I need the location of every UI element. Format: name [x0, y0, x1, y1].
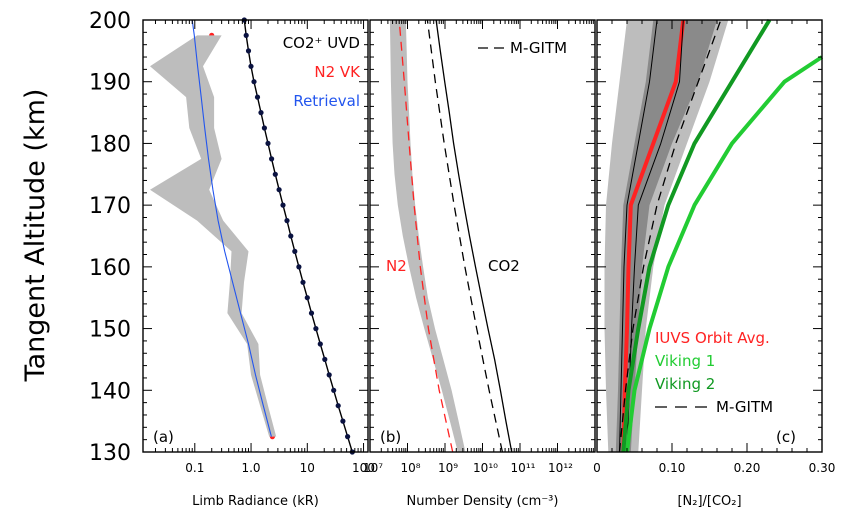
data-point-a-0-6 [322, 356, 328, 362]
panel-label-a: (a) [153, 428, 174, 446]
panel-b-density: 10⁷ 10⁸ 10⁹ 10¹⁰ 10¹¹ 10¹² Number Density (cm⁻… [363, 19, 596, 509]
series-line-c-2 [621, 19, 686, 453]
data-point-a-0-14 [288, 233, 294, 239]
series-line-b-2 [398, 19, 454, 453]
y-axis-label: Tangent Altitude (km) [20, 89, 51, 383]
series-band-b-1 [389, 20, 466, 452]
y-tick-label-150: 150 [89, 318, 131, 343]
y-tick-label-190: 190 [89, 71, 131, 96]
data-point-a-0-25 [248, 63, 254, 69]
data-point-a-0-4 [331, 387, 337, 393]
series-line-c-6 [621, 18, 772, 453]
y-tick-labels: 130 140 150 160 170 180 190 200 [89, 9, 131, 466]
panel-label-b: (b) [380, 428, 401, 446]
x-tick-label-b-3: 10¹⁰ [473, 461, 498, 475]
x-axis-label-a: Limb Radiance (kR) [192, 494, 319, 509]
x-tick-label-b-5: 10¹² [548, 461, 573, 475]
x-tick-label-b-1: 10⁸ [400, 461, 420, 475]
x-tick-label-a-0: 0.1 [185, 461, 204, 475]
y-tick-label-130: 130 [89, 441, 131, 466]
data-point-a-0-19 [269, 156, 275, 162]
panel-label-c: (c) [776, 428, 796, 446]
legend-entry-a-1: N2 VK [314, 63, 361, 81]
panel-c-ratio: 0 0.10 0.20 0.30 [N₂]/[CO₂] (c) IUVS Orbit Avg… [593, 18, 836, 509]
series-line-c-5 [625, 55, 824, 453]
y-tick-label-160: 160 [89, 256, 131, 281]
legend-entry-a-0: CO2⁺ UVD [283, 34, 360, 52]
x-tick-label-b-0: 10⁷ [363, 461, 383, 475]
data-point-a-0-5 [326, 372, 332, 378]
x-axis-label-c: [N₂]/[CO₂] [677, 494, 741, 509]
data-point-a-0-20 [265, 140, 271, 146]
x-tick-label-c-1: 0.10 [659, 461, 686, 475]
axis-frame-c [596, 19, 823, 453]
data-point-a-0-3 [335, 403, 341, 409]
data-point-a-0-10 [304, 295, 310, 301]
x-tick-label-b-4: 10¹¹ [511, 461, 536, 475]
series-line-c-3 [619, 19, 658, 453]
annotation-n2: N2 [386, 257, 407, 275]
x-tick-label-b-2: 10⁹ [438, 461, 458, 475]
axis-frame-a [142, 19, 369, 453]
y-tick-label-140: 140 [89, 379, 131, 404]
data-point-a-0-12 [296, 264, 302, 270]
data-point-a-0-23 [254, 94, 261, 100]
series-line-b-4 [426, 19, 504, 453]
legend-entry-c-2: Viking 2 [655, 375, 715, 393]
panel-a-radiance: 0.1 1.0 10 100 Limb Radiance (kR) (a) CO2⁺ UVD… [142, 17, 375, 509]
data-point-a-0-26 [245, 48, 252, 54]
data-point-a-0-7 [317, 341, 323, 347]
legend-entry-a-2: Retrieval [293, 92, 360, 110]
data-point-a-0-17 [276, 187, 282, 193]
x-tick-label-c-0: 0 [593, 461, 601, 475]
data-point-a-0-16 [280, 202, 286, 208]
series-line-b-3 [435, 19, 513, 453]
annotation-co2: CO2 [488, 257, 520, 275]
legend-entry-c-3: M-GITM [716, 398, 773, 416]
data-point-a-0-11 [300, 279, 306, 285]
y-tick-label-200: 200 [89, 9, 131, 34]
data-point-a-0-18 [272, 171, 278, 177]
data-point-a-0-24 [251, 79, 257, 85]
data-point-a-0-27 [243, 32, 249, 39]
x-axis-label-b: Number Density (cm⁻³) [407, 494, 559, 509]
legend-entry-c-0: IUVS Orbit Avg. [655, 329, 770, 347]
legend-entry-c-1: Viking 1 [655, 352, 715, 370]
x-tick-label-c-3: 0.30 [809, 461, 836, 475]
x-tick-label-a-2: 10 [300, 461, 315, 475]
data-point-a-0-13 [292, 248, 298, 254]
data-point-a-0-9 [308, 310, 315, 316]
series-line-c-7 [618, 19, 722, 453]
x-tick-label-a-3: 100 [352, 461, 375, 475]
data-point-a-0-15 [284, 218, 290, 224]
data-point-a-0-8 [313, 326, 319, 332]
series-line-a-3 [191, 19, 272, 437]
series-band-a-2 [150, 35, 277, 437]
data-point-a-0-22 [258, 110, 264, 116]
y-tick-label-180: 180 [89, 132, 131, 157]
x-tick-label-c-2: 0.20 [734, 461, 761, 475]
y-tick-label-170: 170 [89, 194, 131, 219]
data-point-a-0-1 [345, 434, 351, 440]
data-point-a-0-2 [340, 418, 346, 424]
x-tick-label-a-1: 1.0 [241, 461, 260, 475]
legend-entry-b-0: M-GITM [510, 39, 567, 57]
data-point-a-0-21 [261, 125, 267, 131]
